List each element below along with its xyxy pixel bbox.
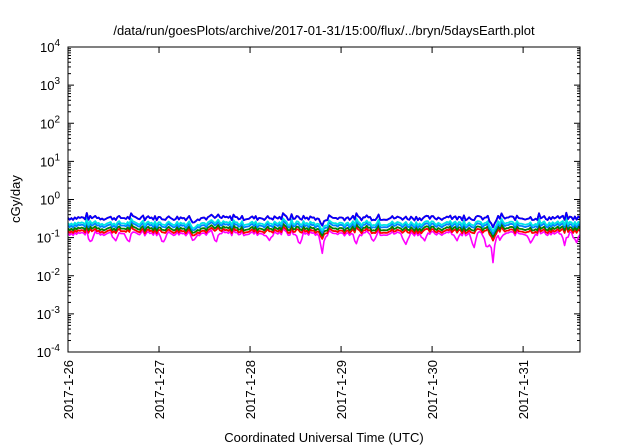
series-line	[67, 217, 581, 233]
y-axis-label: cGy/day	[8, 175, 23, 223]
y-tick-label: 103	[40, 76, 60, 93]
x-tick-label: 2017-1-29	[334, 360, 349, 419]
y-tick-label: 10-3	[37, 305, 61, 322]
series-line	[67, 225, 581, 242]
y-tick-label: 102	[40, 114, 60, 131]
y-tick-label: 10-2	[37, 267, 61, 284]
x-tick-label: 2017-1-26	[61, 360, 76, 419]
x-tick-label: 2017-1-30	[425, 360, 440, 419]
plot-frame	[67, 46, 581, 353]
x-tick-label: 2017-1-27	[152, 360, 167, 419]
y-tick-label: 100	[40, 191, 60, 208]
x-axis-label: Coordinated Universal Time (UTC)	[224, 430, 423, 445]
chart-title: /data/run/goesPlots/archive/2017-01-31/1…	[113, 23, 535, 38]
series-line	[67, 211, 581, 229]
x-tick-label: 2017-1-31	[516, 360, 531, 419]
series-line	[67, 227, 581, 264]
y-tick-label: 10-1	[37, 229, 61, 246]
x-tick-label: 2017-1-28	[243, 360, 258, 419]
y-tick-label: 10-4	[37, 343, 61, 360]
y-tick-label: 101	[40, 152, 60, 169]
series-line	[67, 222, 581, 238]
y-tick-label: 104	[40, 38, 60, 55]
